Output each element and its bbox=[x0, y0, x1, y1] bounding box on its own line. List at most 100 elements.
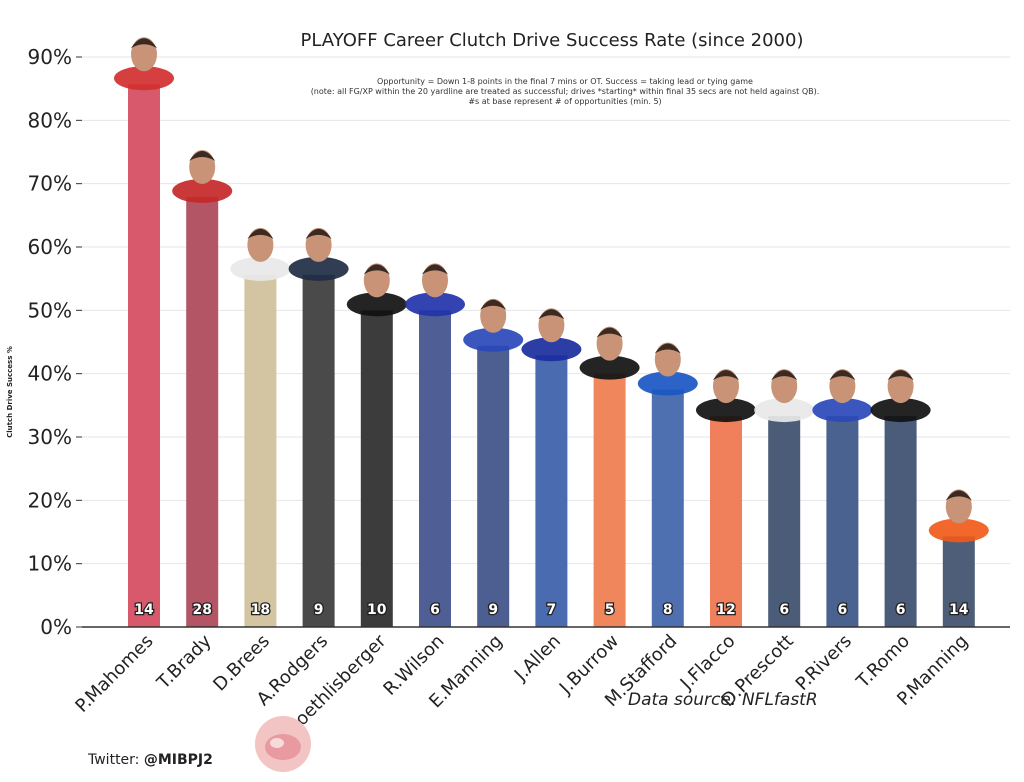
player-headshot bbox=[637, 342, 698, 396]
hair bbox=[713, 370, 739, 381]
face bbox=[713, 369, 739, 404]
hair bbox=[422, 264, 448, 275]
hair bbox=[131, 38, 157, 49]
opportunity-count: 10 bbox=[367, 602, 387, 618]
subtitle-line-1: Opportunity = Down 1-8 points in the fin… bbox=[377, 77, 753, 86]
jersey-shoulders bbox=[288, 256, 349, 281]
jersey-shoulders bbox=[114, 66, 174, 91]
player-headshot bbox=[521, 308, 582, 362]
face bbox=[596, 326, 623, 361]
hair bbox=[247, 228, 274, 239]
opportunity-count: 12 bbox=[716, 602, 735, 618]
opportunity-count: 8 bbox=[663, 602, 673, 618]
player-headshot bbox=[812, 369, 873, 423]
twitter-handle[interactable]: @MIBPJ2 bbox=[143, 752, 213, 768]
hair bbox=[654, 343, 681, 354]
hair bbox=[771, 370, 798, 381]
x-tick-label: J.Allen bbox=[510, 631, 565, 686]
y-tick-label: 50% bbox=[28, 298, 72, 322]
y-tick-label: 0% bbox=[40, 615, 72, 639]
logo-avatar bbox=[255, 716, 311, 772]
y-tick-label: 30% bbox=[28, 425, 72, 449]
player-headshot bbox=[463, 298, 524, 352]
hair bbox=[596, 327, 623, 338]
face bbox=[480, 298, 507, 333]
opportunity-count: 6 bbox=[838, 602, 848, 618]
hair bbox=[189, 150, 216, 161]
face bbox=[538, 308, 565, 343]
bar bbox=[360, 310, 393, 627]
opportunity-count: 7 bbox=[547, 602, 557, 618]
player-headshot bbox=[114, 37, 174, 91]
x-axis-labels: P.MahomesT.BradyD.BreesA.RodgersB.Roethl… bbox=[71, 630, 972, 751]
y-tick-label: 40% bbox=[28, 362, 72, 386]
bars bbox=[128, 84, 975, 627]
face bbox=[887, 369, 914, 404]
opportunity-count: 14 bbox=[949, 602, 969, 618]
bar bbox=[419, 310, 451, 627]
player-headshot bbox=[172, 149, 233, 203]
y-tick-label: 70% bbox=[28, 172, 72, 196]
y-tick-label: 10% bbox=[28, 552, 72, 576]
x-tick-label: P.Mahomes bbox=[71, 631, 157, 717]
jersey-shoulders bbox=[230, 256, 291, 281]
opportunity-count: 9 bbox=[314, 602, 324, 618]
jersey-shoulders bbox=[637, 371, 698, 396]
bar bbox=[710, 416, 742, 627]
player-headshot bbox=[405, 263, 465, 317]
jersey-shoulders bbox=[346, 292, 407, 317]
opportunity-count: 5 bbox=[605, 602, 615, 618]
hair bbox=[538, 309, 565, 320]
bar bbox=[768, 416, 801, 627]
jersey-shoulders bbox=[463, 327, 524, 352]
player-headshot bbox=[579, 326, 640, 380]
face bbox=[247, 227, 274, 262]
jersey-shoulders bbox=[172, 178, 233, 203]
player-headshot bbox=[346, 263, 407, 317]
bar bbox=[244, 274, 277, 627]
jersey-shoulders bbox=[521, 337, 582, 362]
opportunity-count: 6 bbox=[896, 602, 906, 618]
bar bbox=[593, 373, 626, 627]
bar bbox=[477, 345, 510, 627]
y-tick-label: 60% bbox=[28, 235, 72, 259]
jersey-shoulders bbox=[928, 518, 989, 543]
y-tick-label: 90% bbox=[28, 45, 72, 69]
opportunity-count: 28 bbox=[192, 602, 211, 618]
y-tick-label: 80% bbox=[28, 108, 72, 132]
face bbox=[131, 37, 157, 72]
bar bbox=[535, 355, 568, 627]
opportunity-count: 6 bbox=[779, 602, 789, 618]
face bbox=[654, 342, 681, 377]
bar bbox=[651, 389, 684, 627]
face bbox=[363, 263, 390, 298]
bar bbox=[128, 84, 160, 627]
face bbox=[945, 489, 972, 524]
bar bbox=[826, 416, 859, 627]
opportunity-count: 18 bbox=[251, 602, 270, 618]
player-headshot bbox=[230, 227, 291, 281]
player-headshot bbox=[754, 369, 815, 423]
chart-title: PLAYOFF Career Clutch Drive Success Rate… bbox=[300, 30, 804, 51]
twitter-credit: Twitter: @MIBPJ2 bbox=[88, 752, 213, 768]
subtitle-line-2: (note: all FG/XP within the 20 yardline … bbox=[310, 87, 820, 96]
hair bbox=[945, 490, 972, 501]
player-headshot bbox=[696, 369, 756, 423]
player-headshot bbox=[870, 369, 931, 423]
hair bbox=[363, 264, 390, 275]
y-axis-ticks: 0% 10% 20% 30% 40% 50% 60% 70% 80% 90% bbox=[28, 45, 82, 639]
opportunity-count: 9 bbox=[488, 602, 498, 618]
y-axis-label: Clutch Drive Success % bbox=[6, 346, 14, 438]
opportunity-count: 6 bbox=[430, 602, 440, 618]
y-tick-label: 20% bbox=[28, 488, 72, 512]
x-tick-label: T.Brady bbox=[152, 630, 215, 693]
x-tick-label: P.Rivers bbox=[792, 631, 856, 695]
opportunity-count: 14 bbox=[134, 602, 154, 618]
player-headshots bbox=[114, 37, 989, 543]
bar bbox=[942, 536, 975, 627]
face bbox=[189, 149, 216, 184]
jersey-shoulders bbox=[754, 398, 815, 423]
bar bbox=[884, 416, 917, 627]
hair bbox=[305, 228, 332, 239]
